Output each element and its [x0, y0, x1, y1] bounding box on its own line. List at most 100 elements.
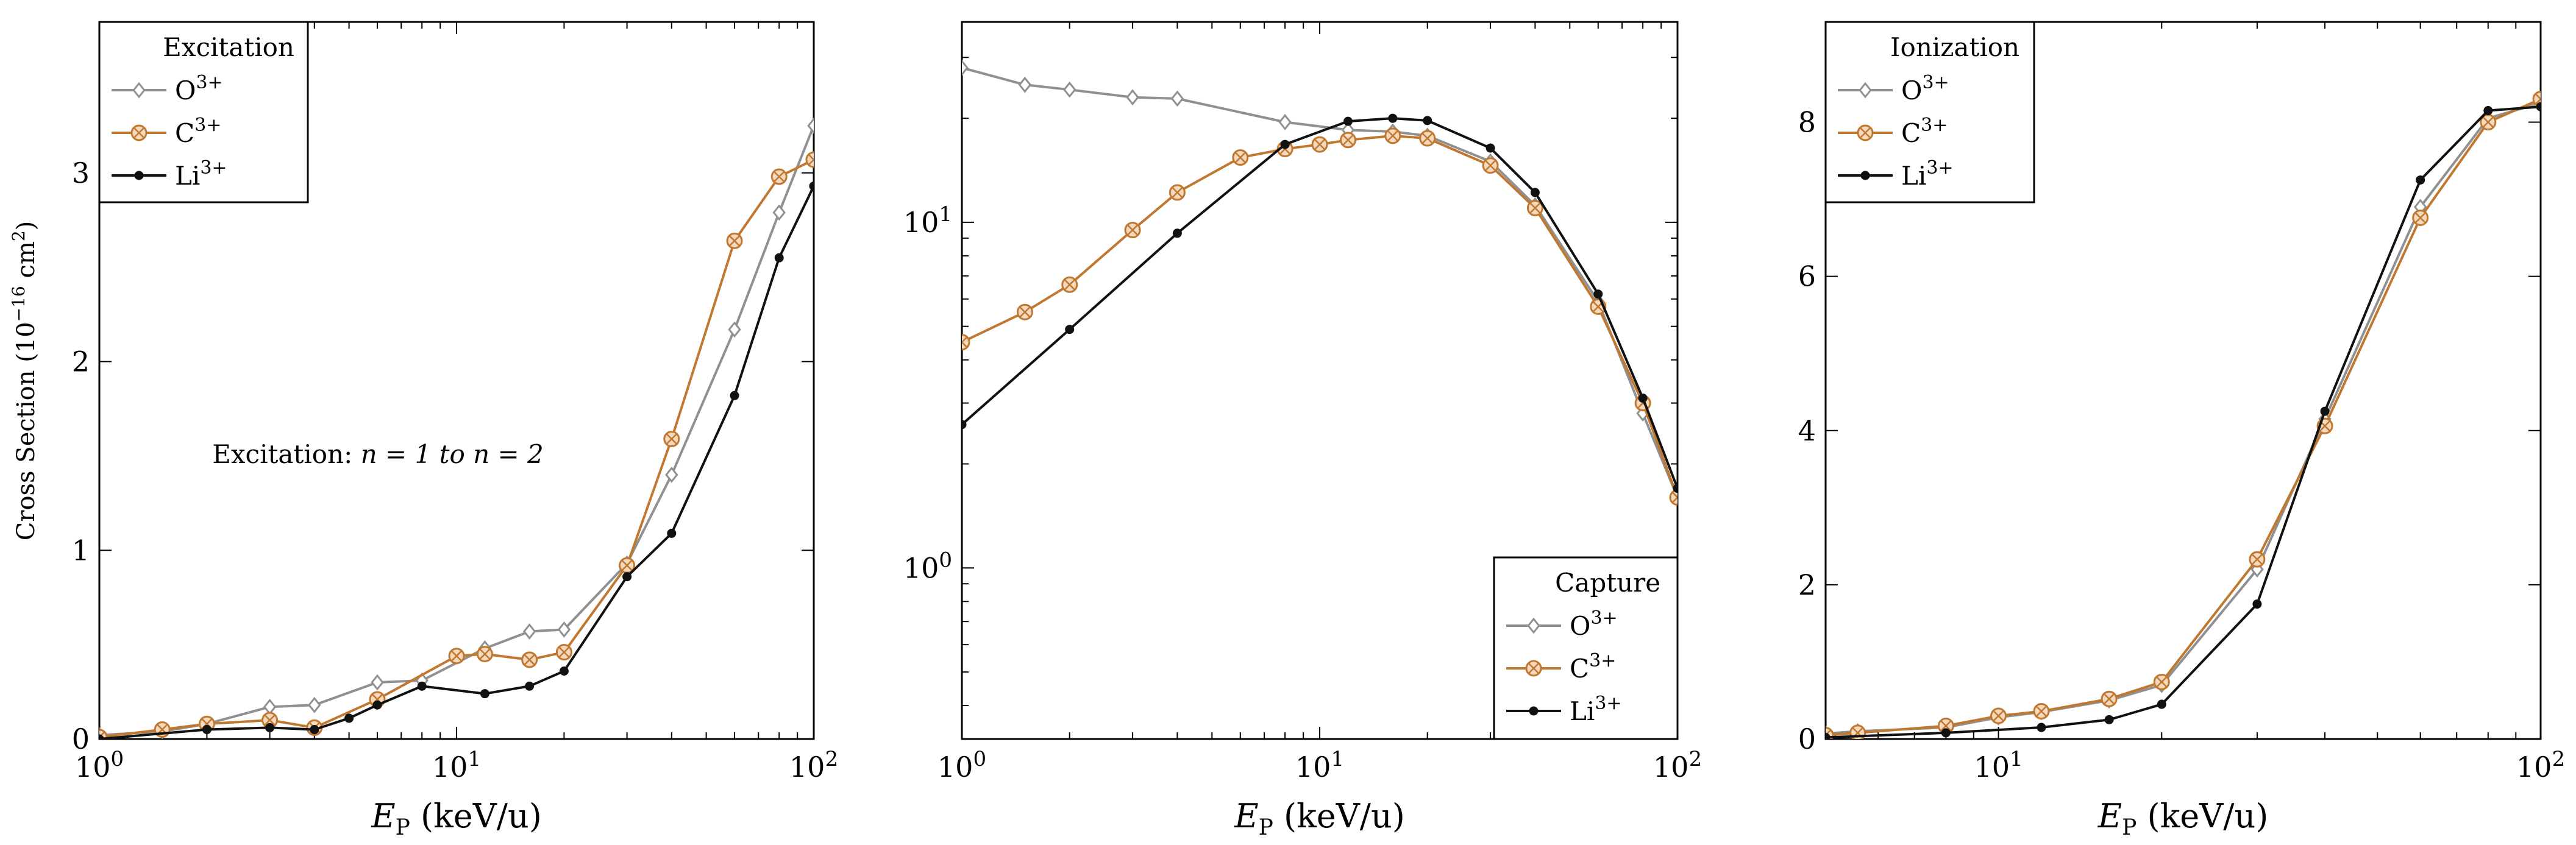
- data-point-cross: [2535, 93, 2541, 101]
- data-point: [2033, 702, 2050, 719]
- data-point: [1485, 143, 1495, 153]
- data-point: [525, 681, 535, 691]
- data-point: [262, 712, 279, 729]
- data-point-cross: [2482, 116, 2494, 128]
- data-point: [622, 572, 632, 582]
- data-point-cross: [558, 646, 570, 658]
- data-point: [2412, 209, 2429, 226]
- legend-entry-label: Li3+: [1570, 693, 1622, 726]
- data-point: [2252, 599, 2262, 609]
- data-point-cross: [479, 648, 491, 660]
- legend-entry-label: Li3+: [175, 157, 227, 191]
- data-point: [448, 648, 465, 665]
- y-tick-label: 100: [903, 548, 952, 584]
- series-line-c: [962, 134, 1678, 498]
- data-point-cross: [808, 154, 814, 161]
- data-point-cross: [450, 650, 463, 662]
- data-point-cross: [621, 559, 633, 571]
- data-point-cross: [1314, 138, 1326, 150]
- series-line-o: [962, 66, 1678, 498]
- data-point-cross: [133, 127, 145, 139]
- data-point-cross: [1234, 152, 1247, 163]
- data-point: [770, 168, 788, 185]
- data-point: [774, 253, 784, 263]
- data-point-circle: [1669, 489, 1678, 506]
- data-point: [1857, 124, 1874, 141]
- legend: Capture O3+ C3+ Li3+: [1493, 556, 1679, 740]
- y-tick-label: 1: [72, 534, 90, 567]
- legend-entry-label: C3+: [1901, 115, 1948, 148]
- data-point: [522, 623, 536, 640]
- y-tick-label: 3: [72, 157, 90, 189]
- data-point: [2536, 102, 2541, 111]
- data-point: [728, 321, 741, 338]
- plot-area: [1826, 91, 2541, 739]
- data-point-cross: [2103, 693, 2115, 705]
- x-axis-label: EP (keV/u): [1234, 797, 1405, 840]
- data-point-cross: [264, 714, 276, 726]
- data-point: [1638, 393, 1648, 403]
- data-point: [2249, 551, 2266, 568]
- plot-area: [962, 59, 1678, 506]
- y-axis-label: Cross Section (10−16 cm2): [9, 221, 40, 541]
- data-point: [2153, 673, 2170, 690]
- y-tick-label: 8: [1798, 106, 1816, 139]
- data-point-cross: [1172, 186, 1183, 199]
- data-point: [726, 232, 743, 249]
- x-axis-label: EP (keV/u): [371, 797, 542, 840]
- data-point-cross: [1940, 720, 1952, 732]
- data-point-cross: [2535, 97, 2541, 105]
- data-point: [1990, 707, 2007, 724]
- data-point-cross: [1529, 202, 1541, 214]
- data-point: [1343, 116, 1353, 126]
- data-point: [1278, 113, 1292, 130]
- chart-panel-ionization: 101 102 0 2 4 6 8 EP (keV/u) Ionization O3+ C3+ Li3…: [1798, 21, 2565, 840]
- data-point: [730, 391, 739, 400]
- data-point: [1065, 325, 1075, 334]
- data-point: [1016, 303, 1033, 320]
- x-tick-label: 101: [1295, 747, 1344, 783]
- data-point: [1529, 706, 1539, 716]
- series-line-c: [1826, 97, 2541, 737]
- plot-area: [99, 117, 814, 739]
- data-point: [1527, 617, 1540, 634]
- data-point: [476, 646, 493, 663]
- chart-panel-excitation: 100 101 102 0 1 2 3 EP (keV/u) Cross Section (10…: [9, 21, 838, 840]
- data-point-cross: [524, 654, 535, 666]
- data-point: [202, 725, 212, 735]
- data-point: [134, 171, 144, 180]
- data-point: [1388, 113, 1398, 123]
- data-point: [1525, 660, 1542, 677]
- data-point: [1061, 276, 1078, 293]
- data-point: [371, 674, 384, 691]
- data-point-cross: [1387, 130, 1399, 142]
- legend-entry-label: O3+: [1901, 72, 1949, 105]
- data-point: [1170, 90, 1184, 107]
- data-point: [344, 713, 354, 723]
- data-point: [2104, 715, 2114, 724]
- plot-frame: [1824, 21, 2542, 740]
- data-point: [2157, 699, 2166, 709]
- data-point-cross: [1671, 496, 1678, 503]
- data-point: [1593, 289, 1603, 299]
- data-point: [2416, 175, 2425, 185]
- data-point: [962, 334, 970, 351]
- legend-title: Capture: [1555, 568, 1660, 598]
- data-point: [1849, 724, 1866, 739]
- data-point-cross: [99, 731, 105, 738]
- data-point-cross: [2156, 676, 2168, 688]
- legend-box: [98, 21, 309, 203]
- data-point: [555, 644, 572, 661]
- data-point-cross: [1064, 279, 1075, 291]
- data-point: [1859, 82, 1872, 99]
- legend-entry-label: Li3+: [1901, 157, 1954, 191]
- data-point: [2316, 417, 2333, 434]
- data-point: [557, 621, 571, 638]
- x-tick-label: 102: [2516, 747, 2565, 783]
- data-point: [1384, 127, 1401, 144]
- data-point: [772, 204, 786, 221]
- data-point-cross: [728, 235, 741, 247]
- data-point: [521, 651, 538, 668]
- legend-entry-label: O3+: [175, 72, 223, 105]
